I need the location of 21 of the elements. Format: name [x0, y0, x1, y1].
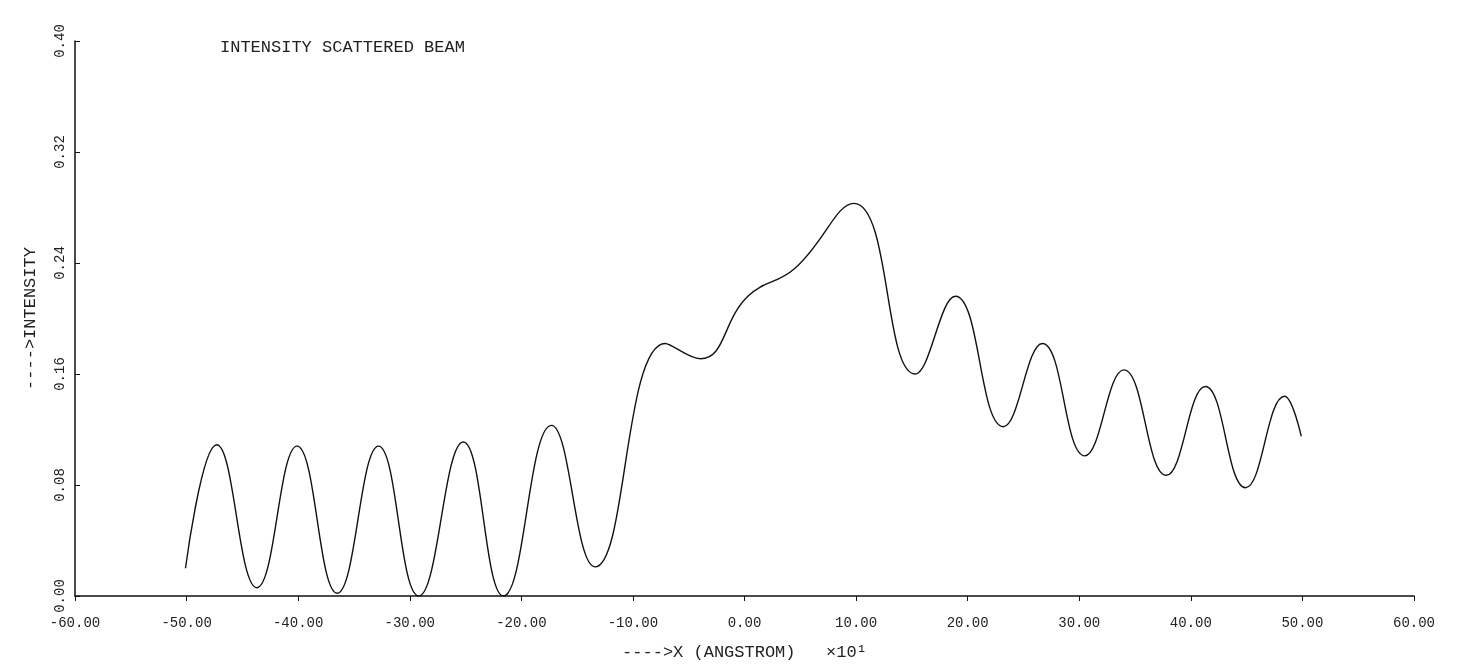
- y-tick-label: 0.08: [52, 468, 68, 502]
- x-tick-label: 0.00: [727, 615, 762, 631]
- x-tick-label: -30.00: [384, 615, 435, 631]
- x-tick-label: 40.00: [1169, 615, 1212, 631]
- x-tick-label: 20.00: [946, 615, 989, 631]
- x-tick-label: -40.00: [272, 615, 324, 631]
- x-tick-label: -50.00: [161, 615, 212, 631]
- chart-title: INTENSITY SCATTERED BEAM: [220, 38, 465, 57]
- x-tick-label: 60.00: [1392, 615, 1436, 631]
- y-tick-label: 0.16: [52, 357, 68, 391]
- x-tick-label: 10.00: [835, 615, 878, 631]
- x-tick-label: -60.00: [49, 615, 101, 631]
- x-tick-label: -20.00: [496, 615, 547, 631]
- y-axis-title: ---->INTENSITY: [21, 247, 40, 390]
- x-axis-title: ---->X (ANGSTROM) ×10¹: [622, 643, 867, 662]
- x-tick-label: -10.00: [607, 615, 659, 631]
- y-tick-label: 0.40: [52, 24, 68, 58]
- y-tick-label: 0.32: [52, 135, 68, 169]
- x-tick-label: 30.00: [1058, 615, 1101, 631]
- x-tick-label: 50.00: [1281, 615, 1324, 631]
- y-tick-label: 0.24: [52, 246, 68, 280]
